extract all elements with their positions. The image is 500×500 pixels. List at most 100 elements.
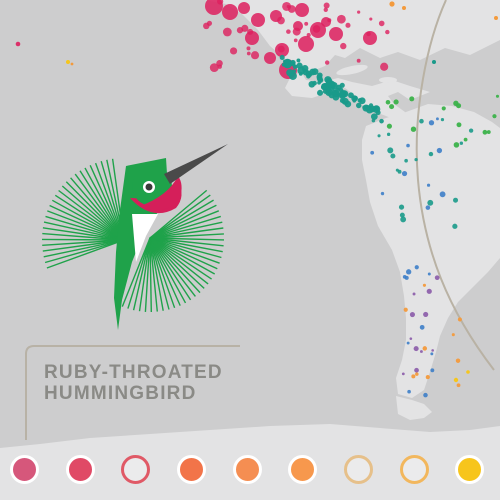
bird-beak xyxy=(164,144,228,184)
legend-swatch-4 xyxy=(177,455,206,484)
migration-point xyxy=(298,36,314,52)
wing-ray xyxy=(149,215,222,239)
title-bracket-line xyxy=(25,345,240,440)
migration-point xyxy=(317,80,321,85)
migration-point xyxy=(222,27,232,37)
legend-swatch-7 xyxy=(344,455,373,484)
migration-point xyxy=(419,118,424,124)
wing-ray xyxy=(45,215,125,241)
migration-point xyxy=(494,16,498,20)
legend xyxy=(0,448,500,492)
migration-point xyxy=(406,269,412,275)
migration-point xyxy=(427,199,434,206)
migration-point xyxy=(466,370,470,374)
migration-point xyxy=(463,137,468,142)
migration-point xyxy=(312,80,317,86)
migration-point xyxy=(229,47,238,55)
migration-point xyxy=(203,22,210,30)
wing-ray xyxy=(84,167,125,241)
migration-point xyxy=(217,0,224,5)
migration-point xyxy=(387,147,394,154)
migration-point xyxy=(320,84,326,90)
migration-point xyxy=(295,3,309,17)
wing-ray xyxy=(70,177,125,241)
wing-ray xyxy=(149,237,225,241)
migration-point xyxy=(323,7,328,12)
migration-point xyxy=(356,58,361,63)
migration-point xyxy=(375,110,381,116)
migration-point xyxy=(425,205,431,210)
migration-point xyxy=(486,130,491,135)
wing-ray xyxy=(49,204,125,241)
migration-point xyxy=(345,22,351,28)
wing-ray xyxy=(149,227,224,239)
wing-ray xyxy=(44,239,125,264)
migration-point xyxy=(323,2,330,9)
migration-point xyxy=(414,265,419,270)
wing-ray xyxy=(74,173,125,241)
migration-point xyxy=(409,311,415,318)
migration-point xyxy=(377,134,381,138)
migration-point xyxy=(216,60,223,67)
wing-ray xyxy=(149,237,216,275)
migration-point xyxy=(251,13,265,27)
species-title-line-2: HUMMINGBIRD xyxy=(44,383,197,404)
migration-point xyxy=(222,4,238,20)
migration-point xyxy=(340,42,347,50)
hispaniola-island xyxy=(379,77,397,83)
migration-point xyxy=(368,105,376,113)
wing-ray xyxy=(132,237,151,311)
migration-point xyxy=(452,223,458,229)
migration-point xyxy=(406,341,410,345)
wing-ray xyxy=(51,199,125,241)
migration-point xyxy=(311,68,319,75)
wing-ray xyxy=(47,210,125,241)
migration-point xyxy=(326,87,331,92)
migration-point xyxy=(317,72,323,79)
migration-point xyxy=(331,83,336,88)
migration-point xyxy=(492,114,497,119)
wing-ray xyxy=(149,189,208,239)
legend-swatch-6 xyxy=(288,455,317,484)
migration-point xyxy=(423,392,428,398)
wing-ray xyxy=(149,237,218,270)
migration-point xyxy=(404,275,409,280)
migration-point xyxy=(414,367,419,373)
migration-point xyxy=(277,16,285,25)
migration-point xyxy=(296,58,301,63)
wing-ray xyxy=(65,181,125,241)
bird-eye xyxy=(145,183,153,191)
migration-point xyxy=(426,288,432,294)
migration-point xyxy=(324,76,332,84)
migration-point xyxy=(419,324,425,330)
migration-point xyxy=(246,51,251,56)
migration-point xyxy=(290,61,296,67)
migration-point xyxy=(456,122,462,128)
migration-point xyxy=(332,93,340,101)
migration-point xyxy=(284,59,290,65)
wing-ray xyxy=(61,185,125,241)
migration-point xyxy=(362,104,370,112)
legend-swatch-5 xyxy=(233,455,262,484)
migration-point xyxy=(337,14,346,24)
migration-point xyxy=(247,28,254,35)
migration-point xyxy=(385,99,391,105)
wing-ray xyxy=(149,233,224,239)
wing-ray xyxy=(41,238,125,241)
migration-point xyxy=(264,52,276,64)
orbit-arc xyxy=(415,0,495,371)
wing-ray xyxy=(149,210,220,239)
wing-ray xyxy=(127,237,151,309)
migration-point xyxy=(371,118,376,123)
migration-point xyxy=(379,118,384,124)
migration-point xyxy=(329,27,343,41)
migration-point xyxy=(369,17,373,21)
wing-ray xyxy=(42,239,125,246)
migration-point xyxy=(286,69,294,77)
migration-point xyxy=(410,126,417,132)
wing-ray xyxy=(149,237,209,285)
bird-crown xyxy=(140,176,182,211)
migration-point xyxy=(327,18,332,23)
migration-point xyxy=(366,31,371,37)
migration-point xyxy=(380,62,389,71)
